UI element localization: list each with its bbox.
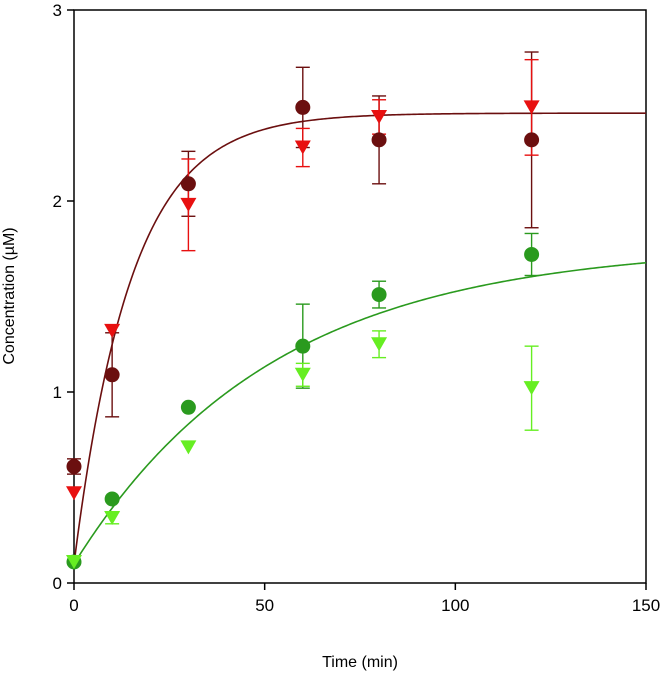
axis-ticks: 0 50 100 150 0 1 2 3 xyxy=(53,1,661,615)
series-2-point xyxy=(371,109,388,124)
series-2-point xyxy=(294,140,311,155)
series-3-point xyxy=(524,246,540,262)
fit-curve-1 xyxy=(73,112,646,565)
x-tick-label: 50 xyxy=(255,596,274,615)
y-tick-label: 0 xyxy=(53,574,62,593)
series-4-point xyxy=(294,367,311,382)
x-tick-label: 150 xyxy=(632,596,660,615)
series-2-point xyxy=(180,197,197,212)
plot-frame xyxy=(73,9,647,584)
series-4-point xyxy=(371,337,388,352)
series-4-point xyxy=(523,381,540,396)
series-1-point xyxy=(66,458,82,474)
series-1-point xyxy=(524,132,540,148)
series-3-point xyxy=(371,287,387,303)
fit-curve-2 xyxy=(73,261,647,565)
series-1-point xyxy=(104,367,120,383)
x-tick-label: 0 xyxy=(69,596,78,615)
series-3-point xyxy=(180,399,196,415)
series-2-point xyxy=(66,486,82,501)
series-3-point xyxy=(104,491,120,507)
series-4-point xyxy=(66,554,82,569)
series-4-point xyxy=(104,511,121,526)
fit-curves xyxy=(73,112,647,565)
series-3-point xyxy=(295,338,311,354)
series-4-point xyxy=(180,440,197,455)
y-axis-title: Concentration (µM) xyxy=(1,227,18,364)
y-tick-label: 2 xyxy=(53,192,62,211)
x-axis-title: Time (min) xyxy=(322,654,398,671)
series-1-point xyxy=(180,176,196,192)
series-1-point xyxy=(295,99,311,115)
data-points xyxy=(66,99,540,570)
y-tick-label: 3 xyxy=(53,1,62,20)
series-1-point xyxy=(371,132,387,148)
y-tick-label: 1 xyxy=(53,383,62,402)
series-2-point xyxy=(104,323,121,338)
series-2-point xyxy=(523,100,540,115)
x-tick-label: 100 xyxy=(441,596,469,615)
